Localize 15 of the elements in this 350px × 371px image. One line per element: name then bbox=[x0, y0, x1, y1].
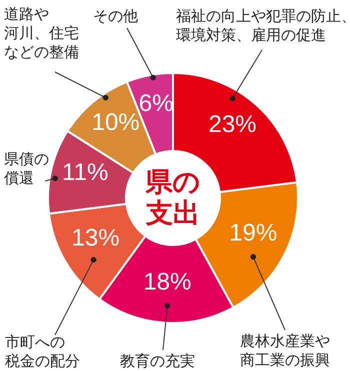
data-label: 18% bbox=[143, 268, 192, 296]
slice-label: 教育の充実 bbox=[120, 352, 195, 371]
data-label: 11% bbox=[62, 158, 108, 186]
slice-label: 福祉の向上や犯罪の防止、環境対策、雇用の促進 bbox=[176, 7, 350, 45]
slice-label: 農林水産業や商工業の振興 bbox=[240, 332, 330, 370]
slice-label: 市町への税金の配分 bbox=[5, 333, 80, 371]
data-label: 23% bbox=[208, 110, 257, 138]
slice-label: 県債の償還 bbox=[4, 150, 49, 188]
data-label: 13% bbox=[72, 224, 120, 252]
data-label: 19% bbox=[229, 219, 278, 246]
slice-label: その他 bbox=[93, 7, 138, 26]
data-label: 6% bbox=[138, 90, 174, 118]
data-label: 10% bbox=[92, 109, 140, 136]
slice-label: 道路や河川、住宅などの整備 bbox=[4, 5, 79, 62]
text: 県の支出 bbox=[144, 167, 202, 229]
